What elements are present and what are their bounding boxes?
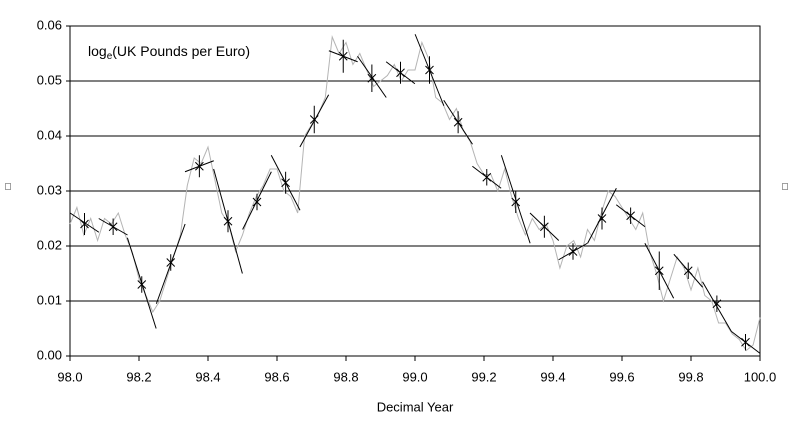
marker <box>425 65 434 75</box>
x-tick-label: 99.2 <box>471 369 496 384</box>
y-axis-label: □ <box>5 182 11 193</box>
marker <box>309 115 319 124</box>
y-tick-label: 0.04 <box>37 127 62 142</box>
marker <box>281 178 290 188</box>
x-tick-label: 98.2 <box>126 369 151 384</box>
x-tick-label: 99.4 <box>540 369 565 384</box>
marker <box>396 68 405 78</box>
x-tick-label: 100.0 <box>744 369 777 384</box>
marker <box>367 73 377 83</box>
marker <box>223 216 233 226</box>
marker <box>741 337 750 347</box>
marker <box>654 266 664 276</box>
marker <box>712 299 722 309</box>
plot-frame <box>69 25 761 357</box>
x-tick-label: 99.6 <box>609 369 634 384</box>
marker <box>137 280 147 289</box>
annotation-text: log <box>88 43 107 59</box>
marker <box>482 172 492 182</box>
x-tick-label: 98.0 <box>57 369 82 384</box>
marker <box>80 219 89 229</box>
marker <box>540 222 549 232</box>
daily-line <box>69 35 761 352</box>
marker <box>568 247 578 256</box>
annotation-sub: e <box>107 51 113 62</box>
marker <box>683 266 693 276</box>
marker <box>338 51 348 61</box>
y-tick-label: 0.05 <box>37 72 62 87</box>
y-tick-label: 0.02 <box>37 237 62 252</box>
y-tick-label: 0.03 <box>37 182 62 197</box>
marker <box>108 222 118 232</box>
marker <box>195 161 204 171</box>
y2-axis-label: □ <box>782 182 788 193</box>
marker <box>626 211 635 221</box>
marker <box>453 117 463 127</box>
x-axis-label: Decimal Year <box>377 399 454 414</box>
y-tick-label: 0.01 <box>37 292 62 307</box>
x-tick-label: 99.8 <box>678 369 703 384</box>
x-tick-label: 98.6 <box>264 369 289 384</box>
x-tick-label: 98.4 <box>195 369 220 384</box>
marker <box>166 258 176 267</box>
marker <box>511 197 521 207</box>
annotation-rest: (UK Pounds per Euro) <box>112 43 250 59</box>
x-tick-label: 99.0 <box>402 369 427 384</box>
marker <box>252 197 262 207</box>
x-tick-label: 98.8 <box>333 369 358 384</box>
y-tick-label: 0.06 <box>37 17 62 32</box>
marker <box>597 214 607 223</box>
y-tick-label: 0.00 <box>37 347 62 362</box>
annotation: loge(UK Pounds per Euro) <box>88 43 250 62</box>
